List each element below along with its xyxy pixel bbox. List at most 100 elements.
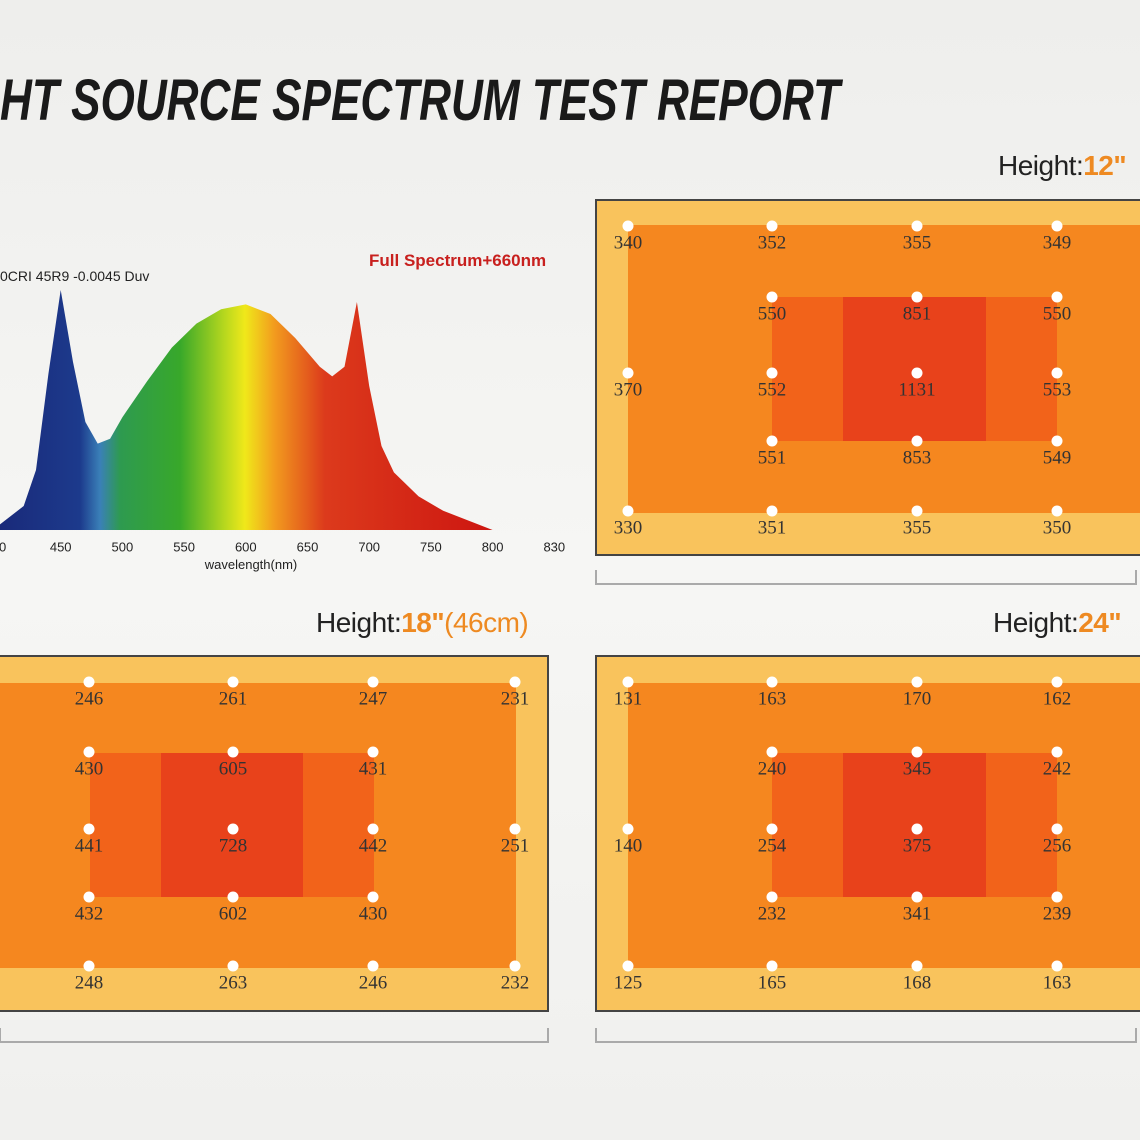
ppfd-value: 549: [1043, 447, 1072, 468]
sample-point: [766, 823, 778, 835]
ppfd-value: 246: [75, 688, 104, 709]
ppfd-value: 242: [1043, 758, 1072, 779]
panel-metric: (46cm): [444, 607, 528, 638]
ppfd-value: 431: [359, 758, 388, 779]
panel-height: 12": [1083, 150, 1126, 181]
sample-point: [911, 435, 923, 447]
sample-point: [766, 291, 778, 303]
ppfd-value: 375: [903, 835, 932, 856]
sample-point: [227, 960, 239, 972]
sample-point: [227, 823, 239, 835]
sample-point: [622, 823, 634, 835]
bracket: [595, 570, 1137, 585]
sample-point: [766, 960, 778, 972]
ppfd-value: 851: [903, 303, 932, 324]
sample-point: [1051, 220, 1063, 232]
ppfd-value: 254: [758, 835, 787, 856]
panel-height: 18": [401, 607, 444, 638]
sample-point: [766, 435, 778, 447]
sample-point: [766, 505, 778, 517]
sample-point: [1051, 823, 1063, 835]
ppfd-value: 349: [1043, 232, 1072, 253]
sample-point: [227, 746, 239, 758]
x-tick-label: 800: [482, 539, 504, 554]
ppfd-value: 432: [75, 903, 104, 924]
sample-point: [1051, 891, 1063, 903]
ppfd-value: 350: [1043, 517, 1072, 538]
ppfd-value: 853: [903, 447, 932, 468]
sample-point: [622, 960, 634, 972]
panel-height: 24": [1078, 607, 1121, 638]
bracket: [0, 1028, 549, 1043]
ppfd-value: 165: [758, 972, 787, 993]
sample-point: [509, 823, 521, 835]
ppfd-value: 163: [758, 688, 787, 709]
x-tick-label: 650: [297, 539, 319, 554]
ppfd-value: 263: [219, 972, 248, 993]
ppfd-value: 261: [219, 688, 248, 709]
x-tick-label: 600: [235, 539, 257, 554]
sample-point: [1051, 746, 1063, 758]
sample-point: [1051, 676, 1063, 688]
sample-point: [622, 220, 634, 232]
sample-point: [622, 367, 634, 379]
sample-point: [83, 891, 95, 903]
ppfd-value: 239: [1043, 903, 1072, 924]
sample-point: [367, 676, 379, 688]
panel-title: Height:12": [998, 150, 1126, 181]
chart-subtitle: 0CRI 45R9 -0.0045 Duv: [0, 268, 149, 284]
ppfd-value: 131: [614, 688, 643, 709]
ppfd-value: 163: [1043, 972, 1072, 993]
sample-point: [367, 746, 379, 758]
sample-point: [911, 960, 923, 972]
ppfd-value: 728: [219, 835, 248, 856]
bracket: [595, 1028, 1137, 1043]
sample-point: [911, 367, 923, 379]
ppfd-value: 232: [501, 972, 530, 993]
sample-point: [766, 220, 778, 232]
ppfd-value: 340: [614, 232, 643, 253]
sample-point: [766, 367, 778, 379]
ppfd-value: 248: [75, 972, 104, 993]
panel-label: Height:: [998, 150, 1083, 181]
ppfd-value: 246: [359, 972, 388, 993]
x-tick-label: 00: [0, 539, 6, 554]
ppfd-value: 1131: [898, 379, 935, 400]
sample-point: [622, 505, 634, 517]
sample-point: [83, 823, 95, 835]
ppfd-value: 231: [501, 688, 530, 709]
sample-point: [1051, 367, 1063, 379]
sample-point: [367, 891, 379, 903]
sample-point: [83, 676, 95, 688]
sample-point: [766, 746, 778, 758]
sample-point: [509, 676, 521, 688]
ppfd-value: 351: [758, 517, 787, 538]
ppfd-value: 550: [758, 303, 787, 324]
x-tick-label: 450: [50, 539, 72, 554]
x-tick-label: 500: [112, 539, 134, 554]
x-tick-label: 550: [173, 539, 195, 554]
ppfd-value: 605: [219, 758, 248, 779]
ppfd-value: 125: [614, 972, 643, 993]
sample-point: [1051, 960, 1063, 972]
ppfd-value: 430: [75, 758, 104, 779]
annotation: Full Spectrum+660nm: [369, 251, 546, 270]
ppfd-value: 140: [614, 835, 643, 856]
ppfd-value: 240: [758, 758, 787, 779]
sample-point: [83, 746, 95, 758]
sample-point: [911, 220, 923, 232]
x-axis-label: wavelength(nm): [204, 557, 298, 572]
sample-point: [367, 823, 379, 835]
ppfd-value: 256: [1043, 835, 1072, 856]
panel-label: Height:: [316, 607, 401, 638]
sample-point: [622, 676, 634, 688]
ppfd-value: 352: [758, 232, 787, 253]
sample-point: [911, 891, 923, 903]
ppfd-value: 247: [359, 688, 388, 709]
sample-point: [509, 960, 521, 972]
sample-point: [1051, 291, 1063, 303]
title: HT SOURCE SPECTRUM TEST REPORT: [0, 68, 843, 133]
ppfd-value: 162: [1043, 688, 1072, 709]
ppfd-value: 232: [758, 903, 787, 924]
ppfd-value: 330: [614, 517, 643, 538]
